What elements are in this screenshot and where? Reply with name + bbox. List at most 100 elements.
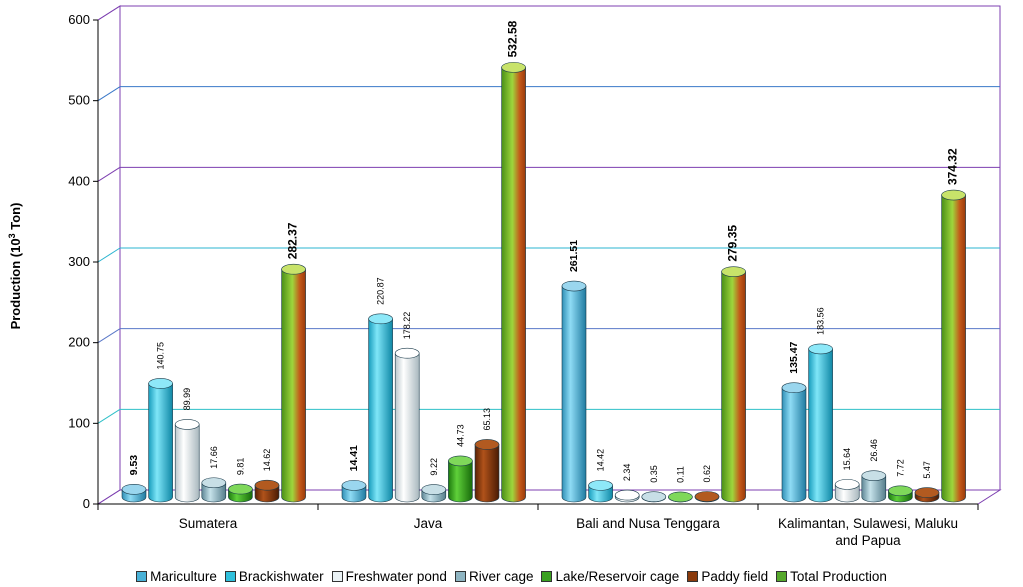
data-label: 14.62 [262,449,272,472]
bar-top [808,343,833,355]
data-label: 261.51 [568,240,580,272]
data-label: 0.62 [702,465,712,483]
bar [148,378,173,503]
legend-label: Freshwater pond [345,568,447,584]
bar-body [201,482,227,503]
legend-label: River cage [468,568,534,584]
bar-top [174,419,200,430]
bar-top [201,477,227,489]
bar [834,479,860,503]
bar-body [941,194,966,503]
data-label: 9.53 [128,455,140,476]
bar-body [394,352,420,503]
legend-swatch [224,570,236,582]
y-tick-label: 200 [68,335,90,350]
bar-top [641,491,667,503]
bar-top [474,439,500,450]
bar [281,263,306,503]
bar-body [148,383,173,503]
data-label: 140.75 [156,342,166,370]
bar-body [561,285,587,503]
data-label: 26.46 [869,439,879,462]
x-tick-label: Java [414,516,443,531]
legend-item: Total Production [776,569,887,584]
data-label: 178.22 [402,312,412,340]
legend-item: Paddy field [687,569,768,584]
data-label: 14.42 [596,449,606,472]
y-tick-label: 400 [68,173,90,188]
gridline-side [97,328,121,344]
data-label: 532.58 [506,20,520,57]
bar-top [694,491,720,502]
bar [941,189,966,503]
data-label: 44.73 [455,424,465,447]
bar-top [228,483,253,495]
bar-top [281,263,306,275]
y-tick-label: 100 [68,415,90,430]
data-label: 0.35 [649,465,659,483]
legend-swatch [541,570,553,582]
bar-top [121,484,147,495]
gridline-side [97,247,121,263]
bar-top [914,487,940,498]
bar [368,313,393,503]
y-tick-label: 0 [83,496,90,511]
data-label: 9.22 [429,458,439,476]
bar [394,347,420,503]
bar-top [781,382,807,394]
x-tick-label: Kalimantan, Sulawesi, Maluku [778,516,958,531]
data-label: 135.47 [788,341,800,373]
legend-label: Brackishwater [238,568,324,584]
data-label: 7.72 [895,459,905,477]
data-label: 17.66 [209,446,219,469]
bar-top [888,485,913,497]
legend-label: Total Production [790,568,887,584]
legend: Mariculture Brackishwater Freshwater pond R… [0,567,1023,585]
gridline-side [97,408,121,424]
x-tick-label: Bali and Nusa Tenggara [576,516,720,531]
bar-body [781,387,807,503]
y-tick-label: 500 [68,93,90,108]
y-tick-label: 600 [68,12,90,27]
bar [721,266,746,503]
bar-top [501,62,526,73]
legend-label: Paddy field [701,568,769,584]
bar [174,419,200,503]
data-label: 89.99 [182,388,192,411]
legend-item: Freshwater pond [331,568,447,584]
bar-top [614,489,640,501]
legend-item: Brackishwater [224,568,324,584]
bar [121,484,147,503]
bar [254,479,280,503]
bar-top [448,455,473,467]
y-axis-label: Production (103 Ton) [7,203,23,330]
bar-top [254,479,280,491]
bar [341,480,367,503]
bar-body [721,271,746,503]
legend-label: Mariculture [150,568,217,584]
data-label: 5.47 [922,461,932,479]
legend-item: Lake/Reservoir cage [541,569,679,584]
bar-body [448,460,473,503]
x-tick-label: and Papua [835,533,901,548]
bar-top [721,266,746,277]
bar-top [368,313,393,325]
bar [861,470,887,503]
data-label: 2.34 [622,464,632,482]
bar-body [368,318,393,503]
bar [781,382,807,503]
bar [641,491,667,503]
bar-top [668,491,693,503]
bar-body [501,67,526,503]
bar [474,439,500,503]
bar-top [861,470,887,481]
data-label: 14.41 [348,445,360,471]
bar [914,487,940,503]
bar [668,491,693,503]
gridline-side [97,86,121,102]
bar-body [861,475,887,503]
bar [201,477,227,503]
bar-top [834,479,860,490]
bar-body [474,444,500,503]
